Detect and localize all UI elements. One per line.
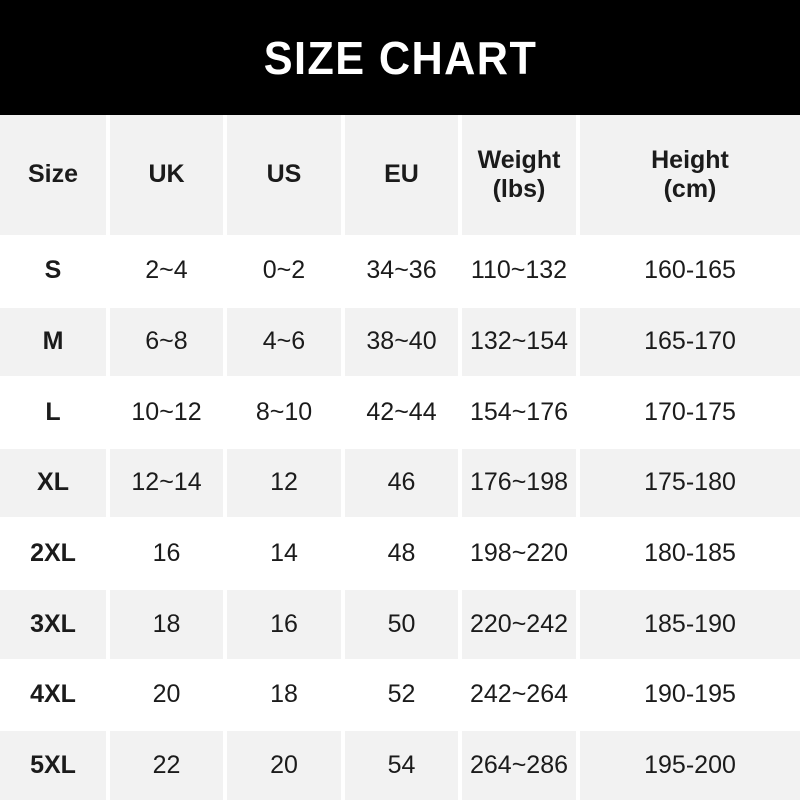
cell-us: 16 bbox=[227, 587, 345, 659]
cell-us: 18 bbox=[227, 658, 345, 730]
column-header-label: Weight bbox=[477, 145, 561, 174]
cell-height: 175-180 bbox=[580, 446, 800, 518]
table-row: S 2~4 0~2 34~36 110~132 160-165 bbox=[0, 235, 800, 306]
table-row: 4XL 20 18 52 242~264 190-195 bbox=[0, 658, 800, 730]
cell-us: 0~2 bbox=[227, 235, 345, 306]
cell-eu: 52 bbox=[345, 658, 462, 730]
cell-uk: 2~4 bbox=[110, 235, 227, 306]
table-row: 3XL 18 16 50 220~242 185-190 bbox=[0, 587, 800, 659]
cell-uk: 18 bbox=[110, 587, 227, 659]
page-title: SIZE CHART bbox=[263, 31, 537, 84]
cell-uk: 6~8 bbox=[110, 305, 227, 377]
cell-height: 190-195 bbox=[580, 658, 800, 730]
table-header-row: Size UK US EU Weight (lbs) Height (cm) bbox=[0, 115, 800, 235]
column-header-weight: Weight (lbs) bbox=[462, 115, 580, 235]
cell-us: 4~6 bbox=[227, 305, 345, 377]
size-chart-table: Size UK US EU Weight (lbs) Height (cm) S 2~4 0~2 3… bbox=[0, 115, 800, 800]
cell-weight: 220~242 bbox=[462, 587, 580, 659]
cell-size: 2XL bbox=[0, 517, 110, 588]
column-header-unit: (cm) bbox=[663, 175, 717, 203]
column-header-label: US bbox=[266, 160, 302, 189]
column-header-label: Height bbox=[651, 145, 729, 174]
cell-uk: 22 bbox=[110, 729, 227, 800]
table-row: 5XL 22 20 54 264~286 195-200 bbox=[0, 729, 800, 800]
table-body: S 2~4 0~2 34~36 110~132 160-165 M 6~8 4~6 38~40 13… bbox=[0, 235, 800, 800]
cell-height: 180-185 bbox=[580, 517, 800, 588]
cell-eu: 54 bbox=[345, 729, 462, 800]
cell-uk: 12~14 bbox=[110, 446, 227, 518]
cell-height: 160-165 bbox=[580, 235, 800, 306]
cell-height: 195-200 bbox=[580, 729, 800, 800]
cell-weight: 176~198 bbox=[462, 446, 580, 518]
cell-height: 165-170 bbox=[580, 305, 800, 377]
column-header-us: US bbox=[227, 115, 345, 235]
cell-weight: 264~286 bbox=[462, 729, 580, 800]
column-header-uk: UK bbox=[110, 115, 227, 235]
table-row: L 10~12 8~10 42~44 154~176 170-175 bbox=[0, 376, 800, 447]
cell-eu: 34~36 bbox=[345, 235, 462, 306]
cell-eu: 46 bbox=[345, 446, 462, 518]
cell-us: 20 bbox=[227, 729, 345, 800]
cell-size: 4XL bbox=[0, 658, 110, 730]
cell-eu: 38~40 bbox=[345, 305, 462, 377]
cell-weight: 110~132 bbox=[462, 235, 580, 306]
cell-height: 170-175 bbox=[580, 376, 800, 447]
cell-size: S bbox=[0, 235, 110, 306]
cell-weight: 154~176 bbox=[462, 376, 580, 447]
cell-weight: 242~264 bbox=[462, 658, 580, 730]
cell-us: 8~10 bbox=[227, 376, 345, 447]
column-header-height: Height (cm) bbox=[580, 115, 800, 235]
column-header-unit: (lbs) bbox=[492, 175, 546, 203]
cell-weight: 198~220 bbox=[462, 517, 580, 588]
cell-size: L bbox=[0, 376, 110, 447]
cell-height: 185-190 bbox=[580, 587, 800, 659]
column-header-label: Size bbox=[27, 160, 79, 189]
cell-size: 3XL bbox=[0, 587, 110, 659]
cell-us: 12 bbox=[227, 446, 345, 518]
cell-size: XL bbox=[0, 446, 110, 518]
column-header-eu: EU bbox=[345, 115, 462, 235]
cell-uk: 10~12 bbox=[110, 376, 227, 447]
table-row: XL 12~14 12 46 176~198 175-180 bbox=[0, 446, 800, 518]
column-header-label: UK bbox=[148, 160, 185, 189]
cell-eu: 42~44 bbox=[345, 376, 462, 447]
cell-weight: 132~154 bbox=[462, 305, 580, 377]
column-header-label: EU bbox=[384, 160, 419, 189]
cell-uk: 20 bbox=[110, 658, 227, 730]
table-row: 2XL 16 14 48 198~220 180-185 bbox=[0, 517, 800, 588]
cell-eu: 50 bbox=[345, 587, 462, 659]
cell-eu: 48 bbox=[345, 517, 462, 588]
table-row: M 6~8 4~6 38~40 132~154 165-170 bbox=[0, 305, 800, 377]
title-banner: SIZE CHART bbox=[0, 0, 800, 115]
cell-size: 5XL bbox=[0, 729, 110, 800]
cell-size: M bbox=[0, 305, 110, 377]
cell-us: 14 bbox=[227, 517, 345, 588]
cell-uk: 16 bbox=[110, 517, 227, 588]
column-header-size: Size bbox=[0, 115, 110, 235]
